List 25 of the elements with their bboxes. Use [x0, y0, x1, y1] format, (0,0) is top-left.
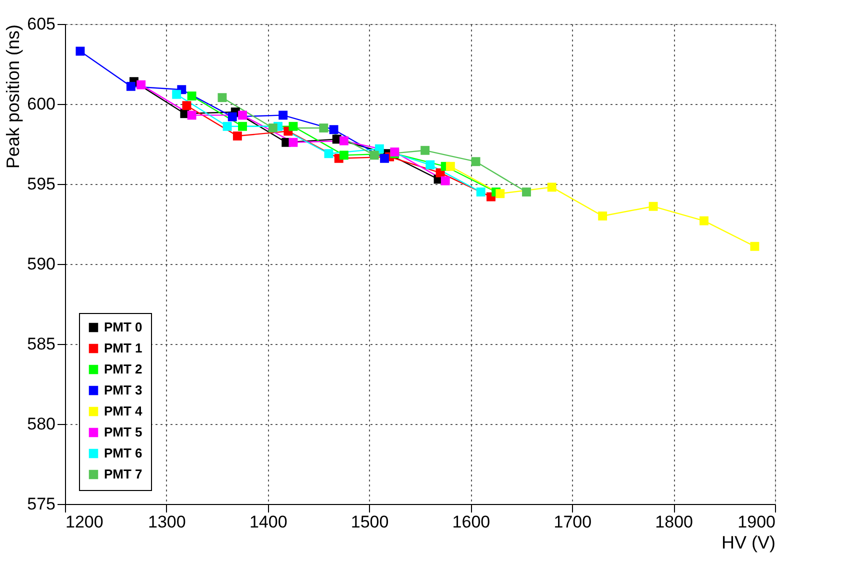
y-tick-label: 605: [27, 14, 56, 34]
x-tick-label: 1600: [452, 512, 490, 532]
y-axis-title: Peak position (ns): [3, 24, 24, 169]
x-tick-label: 1800: [655, 512, 693, 532]
legend-label: PMT 2: [104, 362, 142, 376]
y-tick-label: 590: [27, 254, 56, 274]
x-tick-label: 1200: [66, 512, 104, 532]
y-tick-label: 585: [27, 334, 56, 354]
legend-label: PMT 1: [104, 340, 142, 356]
y-tick-label: 595: [27, 174, 56, 194]
legend-label: PMT 4: [104, 404, 144, 418]
x-tick-label: 1300: [148, 512, 186, 532]
x-tick-label: 1500: [350, 512, 389, 532]
x-tick-label: 1400: [249, 512, 288, 532]
x-tick-label: 1700: [554, 512, 592, 532]
y-tick-label: 575: [27, 494, 56, 514]
x-axis-title: HV (V): [722, 532, 776, 552]
legend-label: PMT 6: [104, 446, 142, 460]
legend-label: PMT 7: [104, 466, 142, 482]
y-tick-label: 580: [27, 414, 56, 434]
x-tick-label: 1900: [738, 512, 776, 532]
legend-label: PMT 5: [104, 424, 142, 440]
legend-label: PMT 3: [104, 382, 142, 398]
legend-label: PMT 0: [104, 320, 142, 334]
y-tick-label: 600: [27, 94, 56, 114]
